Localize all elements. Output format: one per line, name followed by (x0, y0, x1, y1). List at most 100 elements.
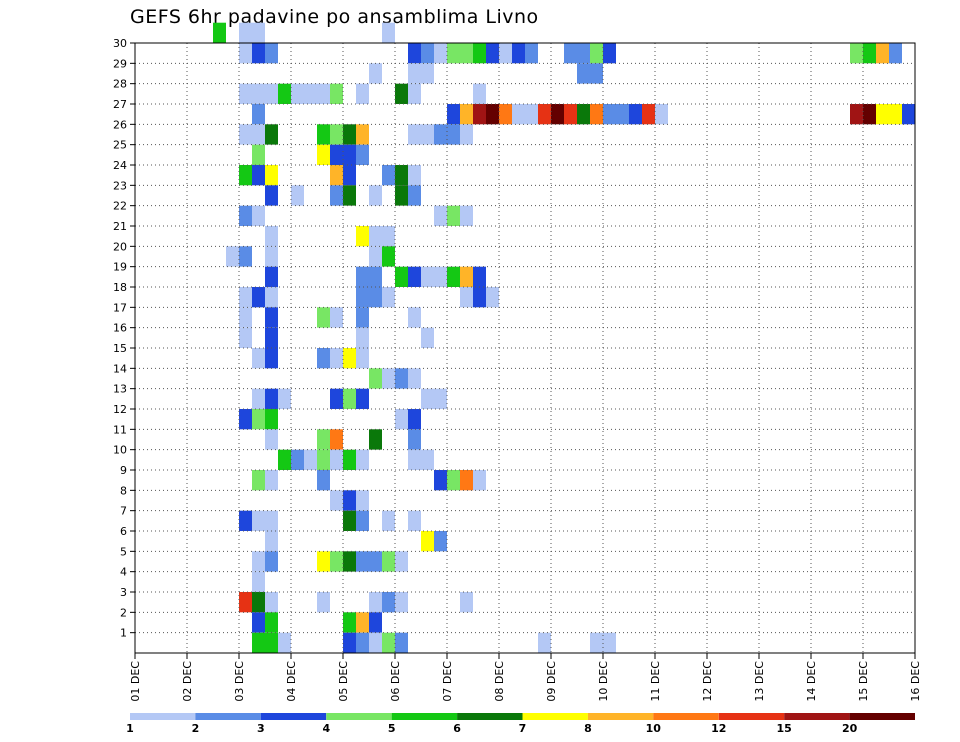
colorbar-label: 12 (711, 722, 726, 735)
y-tick-label: 14 (113, 362, 127, 375)
heatmap-cell (395, 165, 408, 186)
heatmap-cell (330, 124, 343, 145)
heatmap-cell (252, 124, 265, 145)
heatmap-cell (265, 632, 278, 653)
heatmap-cell (317, 144, 330, 165)
heatmap-cell (252, 287, 265, 308)
heatmap-cell (590, 104, 603, 125)
heatmap-cell (252, 592, 265, 613)
heatmap-cell (473, 43, 486, 64)
cells-layer (213, 22, 915, 653)
heatmap-cell (356, 551, 369, 572)
heatmap-cell (252, 22, 265, 43)
heatmap-cell (265, 409, 278, 430)
heatmap-cell (369, 612, 382, 633)
heatmap-cell (265, 510, 278, 531)
heatmap-cell (343, 144, 356, 165)
heatmap-cell (408, 409, 421, 430)
heatmap-cell (408, 63, 421, 84)
heatmap-cell (252, 409, 265, 430)
heatmap-cell (395, 83, 408, 104)
heatmap-cell (382, 551, 395, 572)
y-tick-label: 26 (113, 118, 127, 131)
heatmap-cell (434, 470, 447, 491)
heatmap-cell (408, 266, 421, 287)
heatmap-cell (317, 470, 330, 491)
heatmap-cell (460, 266, 473, 287)
heatmap-cell (434, 388, 447, 409)
heatmap-cell (369, 632, 382, 653)
heatmap-cell (850, 43, 863, 64)
heatmap-cell (473, 287, 486, 308)
heatmap-cell (343, 510, 356, 531)
heatmap-cell (343, 551, 356, 572)
y-tick-label: 13 (113, 383, 127, 396)
heatmap-cell (356, 144, 369, 165)
heatmap-cell (408, 307, 421, 328)
heatmap-cell (369, 246, 382, 267)
heatmap-cell (421, 449, 434, 470)
heatmap-cell (434, 43, 447, 64)
colorbar-label: 5 (388, 722, 396, 735)
x-tick-label: 01 DEC (129, 661, 142, 702)
heatmap-cell (252, 165, 265, 186)
heatmap-cell (642, 104, 655, 125)
heatmap-cell (629, 104, 642, 125)
heatmap-cell (330, 348, 343, 369)
heatmap-cell (330, 388, 343, 409)
y-tick-label: 15 (113, 342, 127, 355)
heatmap-cell (317, 429, 330, 450)
heatmap-cell (421, 327, 434, 348)
heatmap-cell (369, 226, 382, 247)
heatmap-cell (252, 388, 265, 409)
heatmap-cell (538, 104, 551, 125)
heatmap-cell (239, 592, 252, 613)
colorbar-swatch (326, 713, 392, 720)
heatmap-cell (330, 551, 343, 572)
heatmap-cell (382, 368, 395, 389)
heatmap-cell (369, 592, 382, 613)
heatmap-cell (408, 43, 421, 64)
heatmap-cell (460, 124, 473, 145)
colorbar-label: 8 (584, 722, 592, 735)
y-tick-label: 20 (113, 240, 127, 253)
y-tick-label: 8 (120, 484, 127, 497)
heatmap-cell (356, 388, 369, 409)
heatmap-cell (265, 83, 278, 104)
heatmap-cell (330, 429, 343, 450)
heatmap-cell (265, 266, 278, 287)
heatmap-cell (317, 449, 330, 470)
heatmap-cell (252, 612, 265, 633)
y-tick-label: 17 (113, 301, 127, 314)
y-tick-label: 3 (120, 586, 127, 599)
heatmap-cell (213, 22, 226, 43)
colorbar-swatch (653, 713, 719, 720)
heatmap-cell (603, 43, 616, 64)
heatmap-cell (369, 63, 382, 84)
heatmap-cell (512, 104, 525, 125)
y-axis: 1234567891011121314151617181920212223242… (113, 37, 135, 640)
heatmap-cell (252, 470, 265, 491)
heatmap-cell (564, 104, 577, 125)
heatmap-cell (252, 571, 265, 592)
heatmap-cell (265, 348, 278, 369)
heatmap-cell (265, 287, 278, 308)
heatmap-cell (382, 165, 395, 186)
heatmap-cell (330, 490, 343, 511)
heatmap-cell (343, 449, 356, 470)
heatmap-cell (291, 449, 304, 470)
heatmap-cell (590, 632, 603, 653)
heatmap-cell (239, 205, 252, 226)
colorbar-swatch (260, 713, 327, 720)
colorbar-swatch (522, 713, 588, 720)
heatmap-cell (239, 409, 252, 430)
heatmap-cell (356, 124, 369, 145)
colorbar-swatch (718, 713, 785, 720)
heatmap-cell (343, 612, 356, 633)
heatmap-cell (889, 104, 902, 125)
x-tick-label: 04 DEC (285, 661, 298, 702)
heatmap-cell (486, 287, 499, 308)
heatmap-cell (278, 388, 291, 409)
heatmap-cell (447, 470, 460, 491)
heatmap-cell (356, 490, 369, 511)
